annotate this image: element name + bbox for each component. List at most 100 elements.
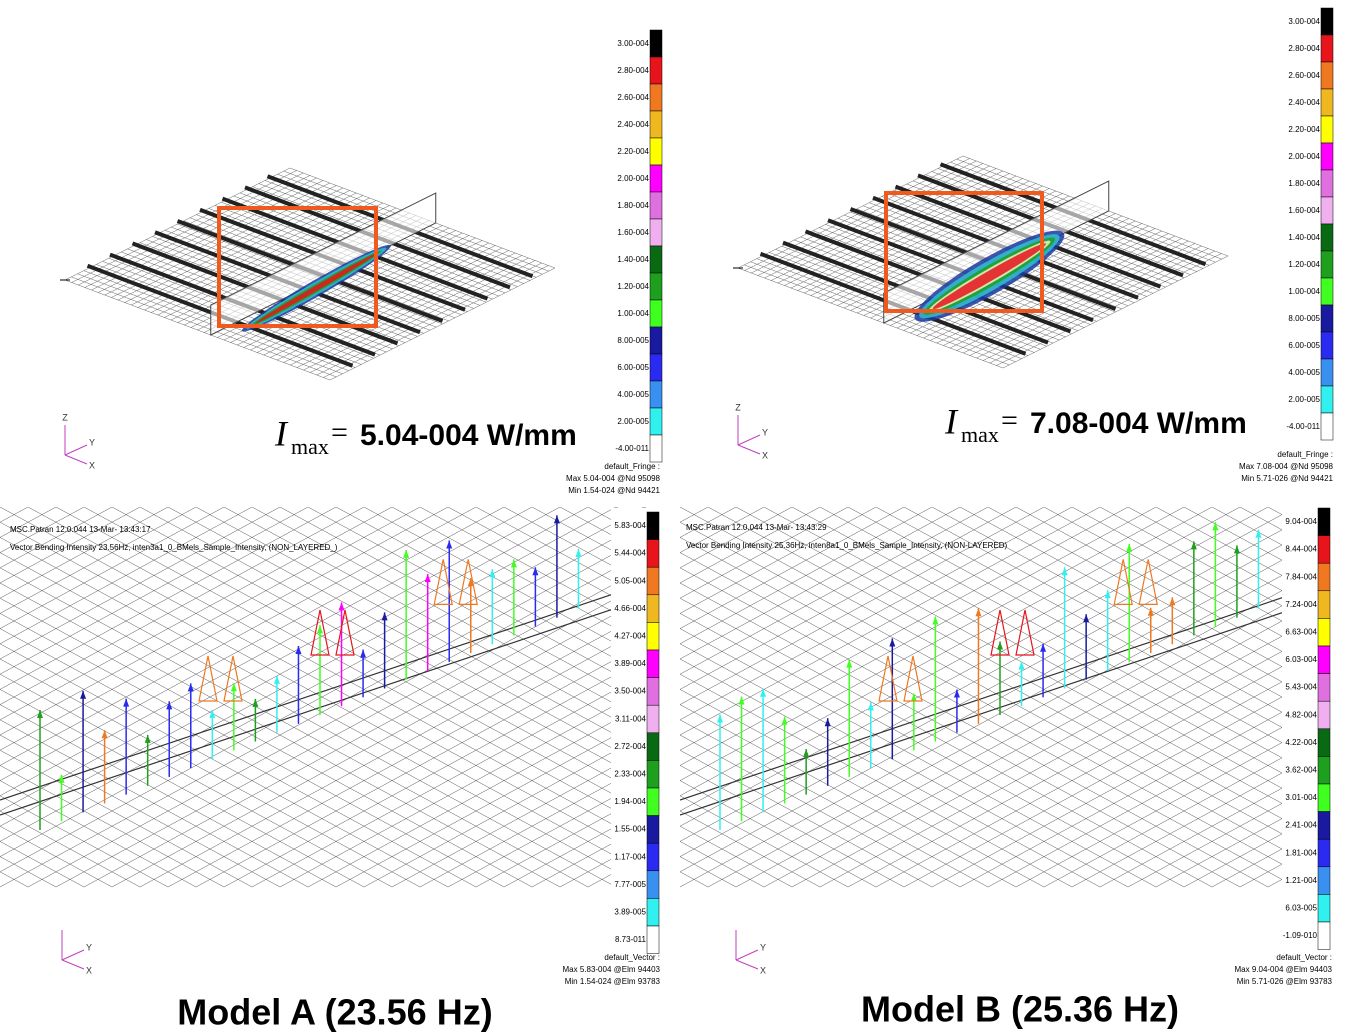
result-note: Max 5.83-004 @Elm 94403 [562,965,660,974]
mesh-line [848,507,1346,887]
mesh-line [0,507,484,887]
legend-swatch [650,435,662,462]
mesh-line [0,507,672,887]
legend-label: -4.00-011 [1286,422,1320,431]
legend-swatch [650,327,662,354]
arrow-head [1040,644,1046,652]
legend-swatch [650,354,662,381]
mesh-line [904,507,1346,887]
legend-label: 7.77-005 [614,880,646,889]
legend-label: 8.73-011 [615,935,647,944]
legend-label: 3.89-004 [614,659,646,668]
legend-label: 3.50-004 [614,687,646,696]
legend-swatch [647,678,659,706]
imax-value: 5.04-004 W/mm [360,419,577,452]
arrow-head [1083,614,1089,622]
mesh-line [0,507,120,887]
mesh-line [0,507,372,887]
legend-label: 8.00-005 [617,336,649,345]
legend-swatch [1318,674,1330,702]
legend-label: 1.81-004 [1285,848,1317,857]
legend-label: 1.17-004 [614,852,646,861]
plot-header: MSC.Patran 12.0.044 13-Mar- 13:43:29 [686,523,827,532]
figure: Model A (23.56 Hz) Model B (25.36 Hz) 3.… [0,0,1346,1035]
legend-label: 2.80-004 [617,66,649,75]
legend-label: 5.43-004 [1285,683,1317,692]
legend-label: 2.40-004 [1288,98,1320,107]
result-note: default_Vector : [1276,953,1332,962]
mesh-line [792,507,1346,887]
legend-label: 4.82-004 [1285,710,1317,719]
legend-swatch [650,192,662,219]
legend-swatch [650,111,662,138]
legend-label: 3.89-005 [614,908,646,917]
legend-swatch [647,760,659,788]
mesh-line [680,507,1346,887]
legend-label: 5.83-004 [614,521,646,530]
legend-label: 9.04-004 [1285,517,1317,526]
legend-label: 3.11-004 [615,714,647,723]
legend-swatch [1321,413,1333,440]
axis-triad [738,435,760,445]
legend-swatch [1321,197,1333,224]
arrow-head [360,650,366,658]
legend-label: 1.60-004 [617,228,649,237]
legend-label: 2.33-004 [614,770,646,779]
legend-swatch [650,57,662,84]
mesh-line [792,507,1346,887]
mesh-line [904,507,1346,887]
axis-label: Y [760,942,766,952]
cone [879,656,897,701]
arrow-head [145,735,151,743]
arrow-head [575,549,581,557]
mesh-line [0,507,112,887]
legend-swatch [1318,563,1330,591]
legend-label: 4.00-005 [617,390,649,399]
legend-label: 3.62-004 [1285,766,1317,775]
legend-swatch [647,788,659,816]
axis-triad [65,455,87,464]
legend-label: 1.80-004 [1288,179,1320,188]
legend-swatch [647,871,659,899]
legend-label: 7.84-004 [1285,572,1317,581]
legend-swatch [650,273,662,300]
legend-swatch [1321,62,1333,89]
mesh-line [0,507,36,887]
legend-label: 1.00-004 [617,309,649,318]
arrow-head [403,550,409,558]
legend-label: 1.80-004 [617,201,649,210]
legend-label: 2.72-004 [614,742,646,751]
arrow-head [889,638,895,646]
cone [336,610,354,655]
result-note: default_Fringe : [604,462,660,471]
result-note: Max 9.04-004 @Elm 94403 [1234,965,1332,974]
mesh-line [820,507,1346,887]
legend-swatch [647,622,659,650]
legend-swatch [1318,812,1330,840]
result-note: Max 5.04-004 @Nd 95098 [566,474,661,483]
legend-swatch [1321,224,1333,251]
legend-label: 1.40-004 [617,255,649,264]
arrow-head [209,710,215,718]
mesh-line [820,507,1346,887]
mesh-line [644,507,1344,887]
legend-label: 2.60-004 [617,93,649,102]
axis-label: Z [62,412,68,422]
imax-symbol: I [274,413,289,453]
plot-header: Vector Bending Intensity 23.56Hz, inten3… [10,543,338,552]
mesh-line [616,507,1316,887]
legend-swatch [1318,646,1330,674]
mesh-line [0,507,56,887]
imax-equals: = [1001,404,1018,437]
mesh-line [0,507,64,887]
legend-label: 4.00-005 [1288,368,1320,377]
arrow-head [1234,545,1240,553]
mesh-line [0,507,56,887]
legend-swatch [1321,8,1333,35]
arrow-head [425,574,431,582]
legend-label: 8.44-004 [1285,545,1317,554]
axis-label: X [760,965,766,975]
mesh-line [0,507,204,887]
arrow-head [717,714,723,722]
result-note: Min 5.71-026 @Nd 94421 [1241,474,1333,483]
